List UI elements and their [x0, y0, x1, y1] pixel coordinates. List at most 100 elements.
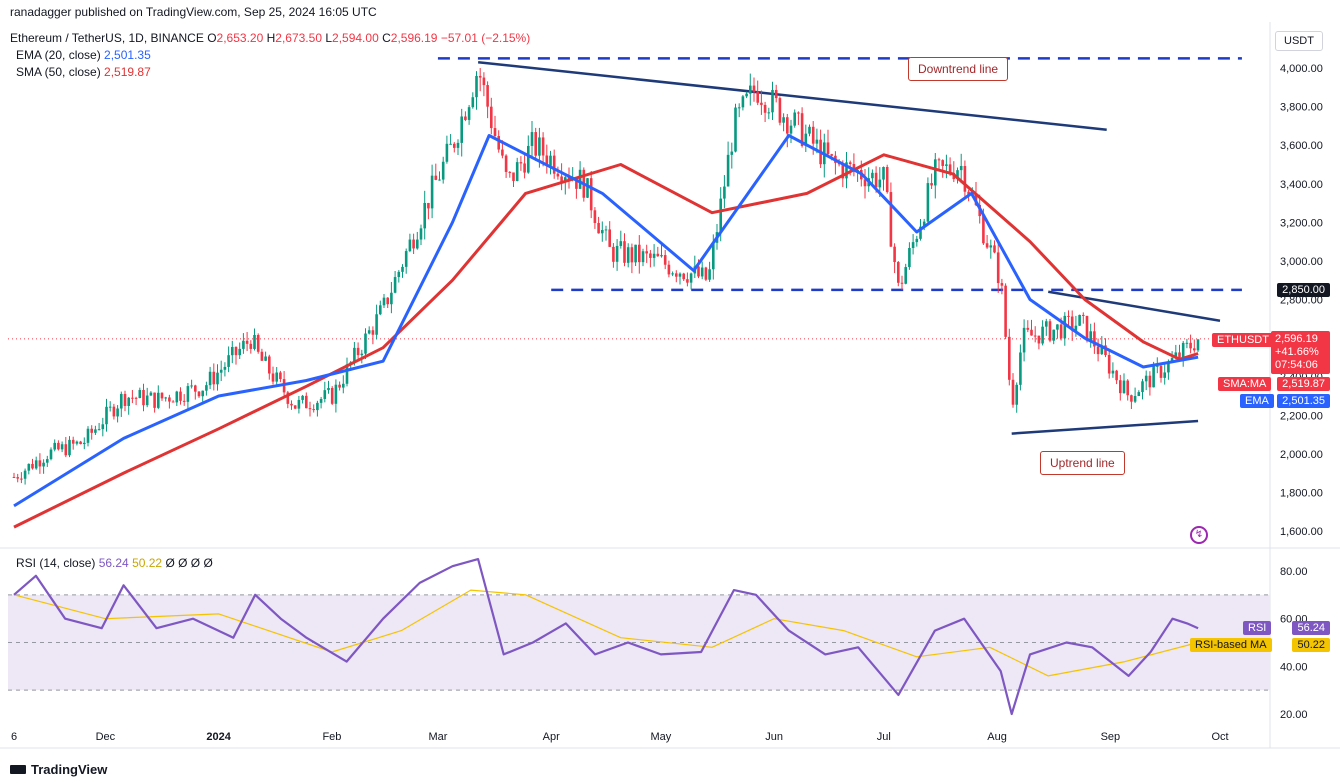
- candle-body: [630, 247, 634, 263]
- symbol-tag: ETHUSDT: [1212, 333, 1274, 347]
- candle-body: [1048, 321, 1052, 341]
- candle-body: [367, 330, 371, 334]
- candle-body: [441, 161, 445, 180]
- candle-body: [545, 155, 549, 166]
- candle-body: [157, 392, 160, 408]
- candle-body: [1115, 370, 1118, 381]
- candle-body: [275, 372, 278, 382]
- uptrend-callout: Uptrend line: [1040, 451, 1125, 475]
- candle-body: [427, 202, 430, 209]
- candle-body: [308, 408, 312, 410]
- candle-body: [982, 216, 985, 244]
- candle-body: [234, 346, 238, 356]
- open-label: O: [207, 31, 217, 45]
- candle-body: [608, 229, 611, 247]
- candle-body: [1141, 381, 1144, 393]
- candle-body: [268, 356, 271, 374]
- price-axis-tick: 1,600.00: [1280, 526, 1323, 538]
- candle-body: [20, 478, 23, 480]
- candle-body: [1126, 380, 1129, 396]
- candle-body: [83, 442, 86, 445]
- candle-body: [963, 165, 967, 192]
- candle-body: [1100, 345, 1104, 355]
- candle-body: [445, 143, 449, 162]
- candle-body: [79, 441, 82, 445]
- candle-body: [1189, 342, 1192, 349]
- candle-body: [615, 245, 619, 262]
- candle-body: [101, 424, 105, 430]
- candle-body: [989, 245, 993, 248]
- rsi-ma-tag: RSI-based MA: [1190, 638, 1272, 652]
- candle-body: [486, 85, 489, 107]
- candle-body: [264, 356, 267, 361]
- candle-body: [763, 104, 767, 113]
- candle-body: [1067, 315, 1070, 317]
- price-axis-tick: 3,800.00: [1280, 102, 1323, 114]
- candle-body: [145, 395, 149, 406]
- candle-body: [719, 198, 722, 233]
- currency-button[interactable]: USDT: [1275, 31, 1323, 51]
- candle-body: [1056, 324, 1059, 330]
- price-axis-tick: 2,800.00: [1280, 295, 1323, 307]
- candle-body: [649, 253, 652, 258]
- candle-body: [1074, 325, 1078, 331]
- open-value: 2,653.20: [216, 31, 264, 45]
- ema-tag: EMA: [1240, 394, 1274, 408]
- close-value: 2,596.19: [390, 31, 438, 45]
- last-price: 2,596.19: [1275, 333, 1318, 345]
- candle-body: [286, 392, 290, 404]
- candle-body: [501, 149, 504, 156]
- time-axis-tick: May: [650, 731, 671, 743]
- candle-body: [1089, 331, 1092, 341]
- candle-body: [1122, 380, 1126, 394]
- candle-body: [641, 251, 645, 263]
- candle-body: [523, 163, 526, 173]
- candle-body: [752, 85, 756, 92]
- candle-body: [401, 266, 404, 272]
- candle-body: [1181, 342, 1185, 358]
- candle-body: [1030, 329, 1033, 336]
- candle-body: [338, 384, 341, 388]
- candle-body: [885, 166, 889, 193]
- bar-countdown: 07:54:06: [1275, 359, 1318, 371]
- alert-flash-icon[interactable]: ↯: [1190, 526, 1208, 544]
- candle-body: [926, 183, 930, 222]
- candle-body: [922, 221, 926, 227]
- candle-body: [930, 183, 933, 186]
- candle-body: [800, 113, 804, 146]
- candle-body: [678, 273, 682, 277]
- candle-body: [808, 126, 811, 134]
- candle-body: [937, 159, 941, 161]
- rsi-legend: RSI (14, close) 56.24 50.22 Ø Ø Ø Ø: [16, 556, 213, 570]
- candle-body: [889, 192, 893, 247]
- candle-body: [745, 93, 748, 97]
- candle-body: [205, 385, 208, 391]
- candle-body: [1133, 396, 1137, 402]
- candle-body: [915, 238, 919, 243]
- rsi-ma-legend-value: 50.22: [132, 556, 163, 570]
- candle-body: [771, 89, 774, 113]
- sma-legend-label: SMA (50, close): [16, 65, 101, 79]
- candle-body: [645, 251, 648, 254]
- candle-body: [467, 107, 471, 120]
- rsi-ma-line: [13, 589, 1199, 677]
- candle-body: [171, 401, 175, 403]
- candle-body: [334, 384, 338, 404]
- candle-body: [589, 178, 593, 211]
- rsi-legend-value: 56.24: [98, 556, 129, 570]
- candle-body: [64, 444, 68, 456]
- candle-body: [1082, 314, 1085, 316]
- high-value: 2,673.50: [275, 31, 322, 45]
- downtrend-callout: Downtrend line: [908, 57, 1009, 81]
- candle-body: [512, 172, 515, 181]
- candle-body: [134, 397, 138, 399]
- candle-body: [1193, 348, 1196, 351]
- candle-body: [1008, 336, 1011, 380]
- candle-body: [882, 166, 885, 180]
- candle-body: [175, 391, 179, 403]
- candle-body: [841, 164, 845, 179]
- candle-body: [689, 273, 693, 283]
- candle-body: [782, 117, 785, 123]
- candle-body: [948, 164, 952, 173]
